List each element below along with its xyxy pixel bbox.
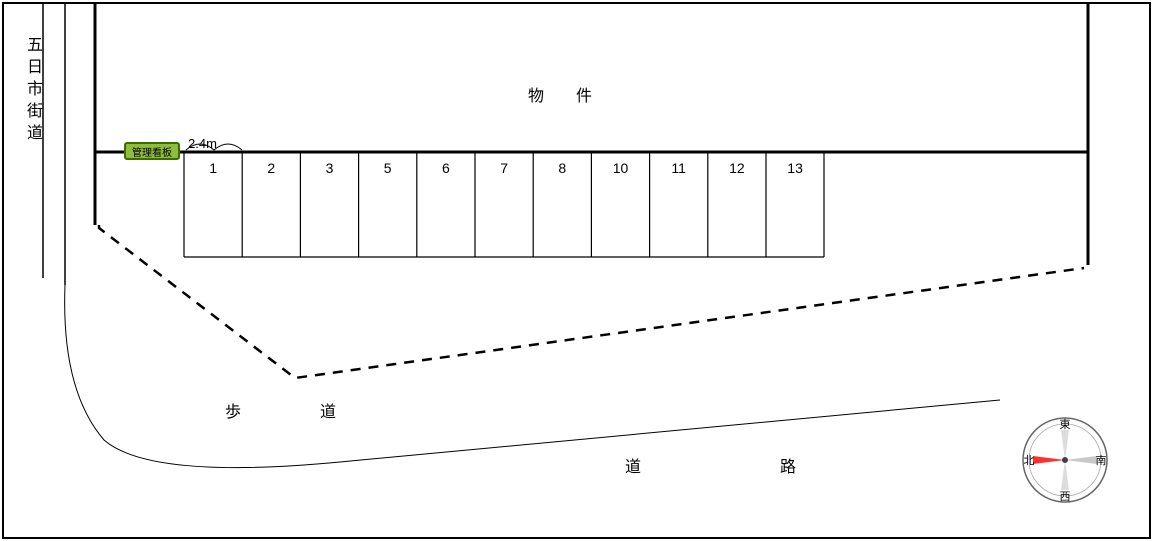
slot-num-13: 13 [787,160,803,176]
slot-num-3: 3 [326,160,334,176]
road-label-2: 路 [780,453,796,477]
dimension-label: 2.4m [188,136,217,151]
building-label: 物 件 [528,82,592,106]
slot-num-11: 11 [671,160,686,176]
sidewalk-label-2: 道 [320,398,336,422]
sidewalk-label-1: 歩 [225,398,241,422]
compass-dir-w: 北 [1024,452,1035,468]
slot-num-7: 7 [500,160,508,176]
compass-dir-n: 東 [1060,416,1071,432]
slot-num-5: 5 [384,160,392,176]
sidewalk-curve [65,285,1000,468]
compass-dir-e: 南 [1096,452,1107,468]
slot-num-10: 10 [613,160,629,176]
street-left-label: 五日市街道 [20,36,44,146]
road-label-1: 道 [625,453,641,477]
compass-dir-s: 西 [1060,488,1071,504]
slot-num-1: 1 [209,160,217,176]
slot-num-6: 6 [442,160,450,176]
slot-num-8: 8 [558,160,566,176]
management-sign: 管理看板 [124,142,180,160]
slot-num-2: 2 [267,160,275,176]
slot-num-12: 12 [729,160,745,176]
